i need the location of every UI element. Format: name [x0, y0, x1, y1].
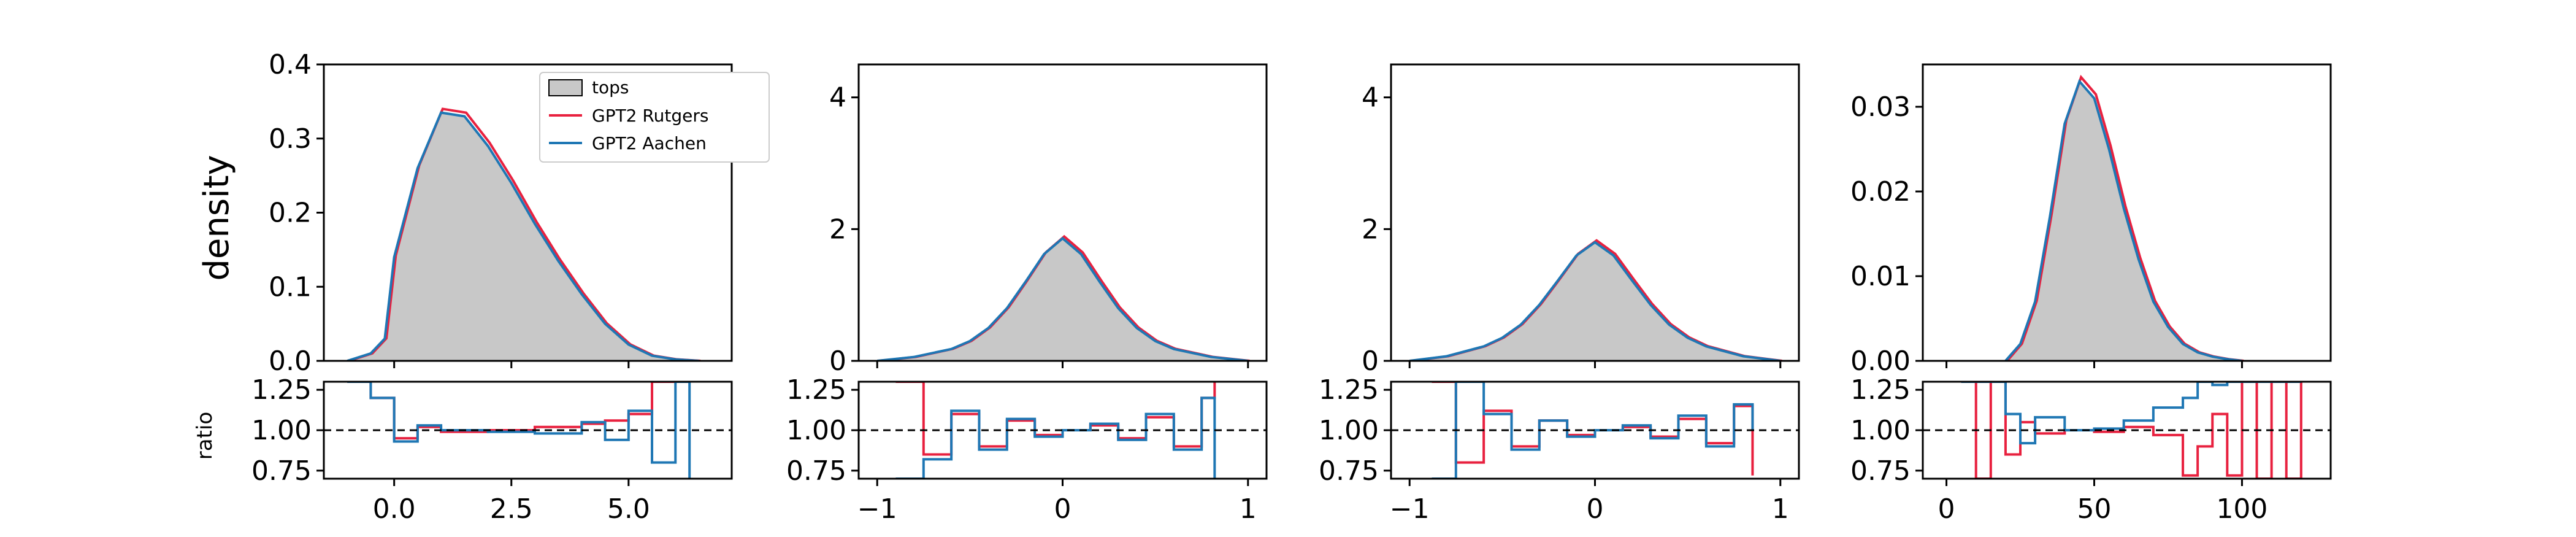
panel-1: 0.00.10.20.30.40.751.001.250.0 2.5 5.0	[251, 49, 733, 525]
plot-panels: 0.00.10.20.30.40.751.001.250.0 2.5 5.00240…	[251, 49, 2332, 525]
legend-label-rutgers: GPT2 Rutgers	[592, 106, 708, 126]
panel-4-ratio-aachen	[1961, 382, 2301, 445]
panel-2-ytick-label-2: 4	[829, 82, 846, 114]
panel-2: 0 2 4 0.75 1.00 1.25 −1 0 1	[786, 63, 1268, 525]
panel-1-aachen-line	[347, 111, 699, 361]
panel-4-aachen-line	[2004, 79, 2242, 361]
panel-3-ratio-aachen	[1432, 382, 1754, 479]
panel-2-ytick-label-1: 2	[829, 214, 846, 245]
panel-2-ratio-ytick-label-0: 0.75	[786, 455, 846, 487]
panel-1-ytick-label-0: 0.0	[269, 346, 312, 377]
panel-4-xtick-label-2: 100	[2216, 493, 2267, 525]
panel-4-ratio-ytick-label-0: 0.75	[1850, 455, 1911, 487]
panel-3-ratio-rutgers	[1432, 382, 1754, 476]
panel-4-main-frame	[1922, 63, 2332, 362]
panel-1-xtick-label-0: 0.0	[373, 493, 416, 525]
panel-3-tops-hist	[1409, 242, 1781, 361]
panel-1-ratio-ytick-label-0: 0.75	[251, 455, 312, 487]
panel-1-ratio-ytick-label-1: 1.00	[251, 415, 312, 446]
panel-2-ratio-rutgers	[895, 382, 1216, 456]
panel-1-xtick-label-2: 5.0	[607, 493, 650, 525]
panel-3: 0 2 4 0.75 1.00 1.25 −1 0 1	[1319, 63, 1800, 525]
panel-2-ratio-ytick-label-1: 1.00	[786, 415, 846, 446]
legend-swatch-tops	[548, 79, 583, 96]
panel-3-xtick-label-2: 1	[1772, 493, 1789, 525]
panel-1-ytick-label-3: 0.3	[269, 123, 312, 155]
panel-4-xtick-label-0: 0	[1938, 493, 1955, 525]
panel-2-ratio-ytick-label-2: 1.25	[786, 374, 846, 406]
y-axis-title-density: density	[197, 155, 237, 280]
legend-label-aachen: GPT2 Aachen	[592, 133, 707, 153]
panel-3-ytick-label-2: 4	[1362, 82, 1379, 114]
panel-2-xtick-label-0: −1	[857, 493, 897, 525]
panel-2-tops-hist	[877, 238, 1248, 361]
legend-label-tops: tops	[592, 77, 629, 98]
panel-2-xtick-label-2: 1	[1240, 493, 1257, 525]
panel-4-ytick-label-2: 0.02	[1850, 176, 1911, 207]
panel-2-xtick-label-1: 0	[1054, 493, 1071, 525]
panel-4-ytick-label-0: 0.00	[1850, 346, 1911, 377]
panel-2-aachen-line	[877, 236, 1248, 361]
panel-3-ytick-label-1: 2	[1362, 214, 1379, 245]
panel-1-ytick-label-4: 0.4	[269, 49, 312, 80]
panel-3-aachen-line	[1409, 241, 1781, 361]
panel-3-xtick-label-0: −1	[1390, 493, 1430, 525]
panel-1-tops-hist	[347, 112, 699, 361]
panel-3-ytick-label-0: 0	[1362, 346, 1379, 377]
panel-1-xtick-label-1: 2.5	[490, 493, 533, 525]
panel-3-ratio-ytick-label-2: 1.25	[1319, 374, 1379, 406]
panel-4: 0.00 0.01 0.02 0.03 0.75 1.00 1.25 0 50 100	[1850, 63, 2332, 525]
panel-4-tops-hist	[2005, 81, 2242, 361]
panel-1-ratio-aachen	[347, 382, 691, 479]
panel-4-ratio-ytick-label-1: 1.00	[1850, 415, 1911, 446]
panel-4-ytick-label-3: 0.03	[1850, 91, 1911, 123]
panel-3-ratio-ytick-label-0: 0.75	[1319, 455, 1379, 487]
panel-3-ratio-ytick-label-1: 1.00	[1319, 415, 1379, 446]
panel-2-ytick-label-0: 0	[829, 346, 846, 377]
panel-2-ratio-aachen	[895, 396, 1216, 479]
panel-4-xtick-label-1: 50	[2077, 493, 2111, 525]
legend: tops GPT2 Rutgers GPT2 Aachen	[539, 72, 770, 163]
panel-4-ratio-ytick-label-2: 1.25	[1850, 374, 1911, 406]
panel-3-xtick-label-1: 0	[1587, 493, 1604, 525]
y-axis-title-ratio: ratio	[193, 412, 217, 460]
panel-1-ratio-ytick-label-2: 1.25	[251, 374, 312, 406]
legend-frame	[539, 72, 770, 163]
panel-4-ytick-label-1: 0.01	[1850, 261, 1911, 292]
panel-1-ytick-label-1: 0.1	[269, 271, 312, 303]
panel-1-ytick-label-2: 0.2	[269, 198, 312, 229]
panel-4-ratio-rutgers	[1961, 382, 2302, 479]
